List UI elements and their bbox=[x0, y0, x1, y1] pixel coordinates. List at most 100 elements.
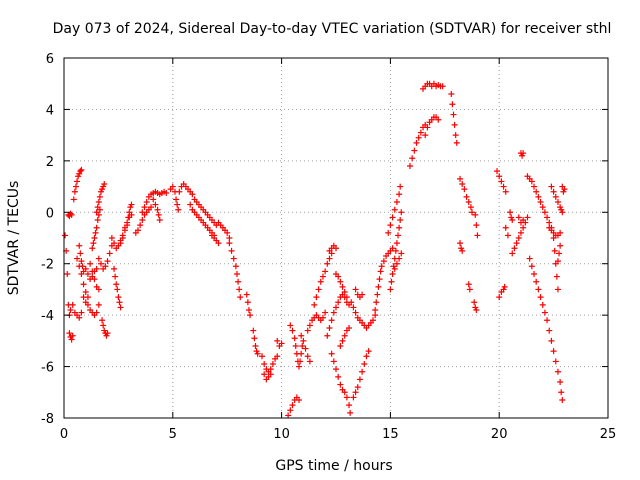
data-point bbox=[417, 129, 424, 136]
data-point bbox=[365, 348, 372, 355]
data-point bbox=[337, 343, 344, 349]
data-point bbox=[459, 247, 466, 254]
data-point bbox=[341, 289, 348, 295]
data-point bbox=[226, 240, 233, 247]
data-point bbox=[398, 250, 405, 257]
data-point bbox=[375, 283, 382, 290]
data-point bbox=[553, 273, 560, 280]
data-point bbox=[528, 263, 535, 270]
data-point bbox=[380, 258, 387, 265]
data-point bbox=[494, 168, 501, 175]
data-point bbox=[289, 402, 296, 409]
data-point bbox=[541, 309, 548, 316]
series-arc-67 bbox=[526, 255, 566, 403]
data-point bbox=[413, 139, 420, 146]
data-point bbox=[467, 204, 474, 211]
data-point bbox=[104, 330, 111, 337]
y-tick-label: -4 bbox=[41, 309, 54, 324]
data-point bbox=[388, 278, 395, 285]
data-point bbox=[513, 240, 520, 247]
series-arc-27 bbox=[226, 240, 244, 301]
data-point bbox=[261, 361, 268, 367]
data-point bbox=[155, 211, 162, 218]
data-point bbox=[93, 224, 100, 231]
data-point bbox=[343, 294, 350, 301]
series-arc-35 bbox=[298, 332, 313, 365]
data-point bbox=[396, 224, 403, 231]
data-point bbox=[68, 211, 75, 218]
data-point bbox=[359, 291, 366, 298]
data-point bbox=[550, 235, 557, 241]
data-point bbox=[236, 286, 243, 293]
data-point bbox=[94, 217, 101, 223]
series-arc-40 bbox=[328, 350, 354, 416]
series-arc-49 bbox=[391, 250, 405, 272]
data-point bbox=[397, 183, 404, 190]
data-point bbox=[152, 201, 159, 208]
data-point bbox=[66, 330, 73, 337]
data-point bbox=[509, 217, 516, 223]
plot-area bbox=[64, 58, 608, 418]
data-point bbox=[243, 291, 250, 298]
data-point bbox=[79, 263, 86, 270]
data-point bbox=[356, 376, 363, 383]
x-axis-label: GPS time / hours bbox=[275, 458, 392, 474]
data-point bbox=[269, 361, 276, 367]
data-point bbox=[306, 322, 313, 329]
data-point bbox=[64, 271, 71, 277]
data-point bbox=[533, 188, 540, 195]
data-point bbox=[471, 299, 478, 306]
data-point bbox=[76, 314, 83, 321]
data-point bbox=[385, 229, 392, 236]
data-point bbox=[550, 188, 557, 195]
data-point bbox=[531, 271, 538, 277]
data-point bbox=[335, 299, 342, 306]
data-point bbox=[387, 222, 394, 229]
data-point bbox=[235, 278, 242, 285]
data-point bbox=[541, 209, 548, 216]
data-point bbox=[115, 294, 122, 301]
data-point bbox=[104, 258, 111, 265]
data-point bbox=[298, 332, 305, 339]
data-point bbox=[233, 271, 240, 277]
data-point bbox=[465, 281, 472, 288]
series-arc-68 bbox=[548, 183, 566, 216]
data-point bbox=[457, 175, 464, 182]
data-point bbox=[411, 147, 418, 154]
series-arc-41 bbox=[333, 271, 350, 301]
chart-title: Day 073 of 2024, Sidereal Day-to-day VTE… bbox=[53, 21, 612, 37]
series-arc-20 bbox=[139, 188, 170, 216]
series-arc-10 bbox=[87, 260, 102, 293]
data-point bbox=[352, 309, 359, 316]
data-point bbox=[537, 294, 544, 301]
data-point bbox=[78, 309, 85, 316]
data-point bbox=[93, 265, 100, 272]
data-point bbox=[93, 309, 100, 316]
data-point bbox=[373, 299, 380, 306]
series-arc-52 bbox=[420, 80, 446, 92]
data-point bbox=[143, 199, 150, 205]
data-point bbox=[391, 206, 398, 213]
data-point bbox=[267, 366, 274, 373]
data-point bbox=[84, 301, 91, 308]
y-axis-label: SDTVAR / TECUs bbox=[6, 181, 22, 296]
data-point bbox=[376, 276, 383, 283]
series-arc-28 bbox=[243, 291, 254, 319]
data-point bbox=[102, 263, 109, 270]
data-point bbox=[341, 332, 348, 339]
data-point bbox=[96, 193, 103, 200]
data-point bbox=[101, 181, 108, 187]
data-point bbox=[95, 255, 102, 262]
data-point bbox=[80, 281, 87, 288]
data-point bbox=[121, 224, 128, 231]
data-point bbox=[551, 247, 558, 254]
data-point bbox=[232, 263, 239, 270]
data-point bbox=[89, 245, 96, 252]
data-point bbox=[150, 196, 157, 203]
data-point bbox=[148, 204, 155, 211]
data-point bbox=[326, 325, 333, 331]
data-point bbox=[267, 371, 274, 378]
series-arc-12 bbox=[93, 181, 108, 216]
data-point bbox=[352, 286, 359, 293]
data-point bbox=[230, 255, 237, 262]
